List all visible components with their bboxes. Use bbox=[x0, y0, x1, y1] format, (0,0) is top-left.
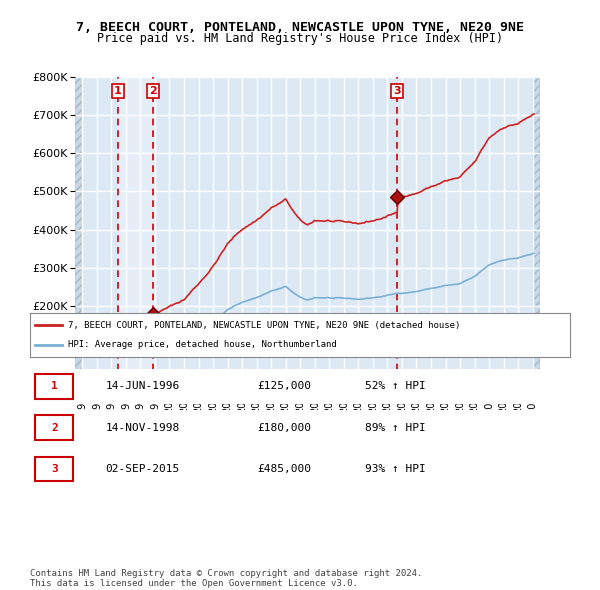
Text: 2: 2 bbox=[51, 423, 58, 432]
Text: 1: 1 bbox=[51, 382, 58, 391]
Text: Price paid vs. HM Land Registry's House Price Index (HPI): Price paid vs. HM Land Registry's House … bbox=[97, 32, 503, 45]
Text: £125,000: £125,000 bbox=[257, 382, 311, 391]
FancyBboxPatch shape bbox=[35, 415, 73, 440]
Text: 52% ↑ HPI: 52% ↑ HPI bbox=[365, 382, 425, 391]
Text: £485,000: £485,000 bbox=[257, 464, 311, 474]
Text: HPI: Average price, detached house, Northumberland: HPI: Average price, detached house, Nort… bbox=[68, 340, 337, 349]
Text: 1: 1 bbox=[114, 86, 122, 96]
Bar bbox=[533, 77, 540, 382]
Text: 14-NOV-1998: 14-NOV-1998 bbox=[106, 423, 180, 432]
Text: Contains HM Land Registry data © Crown copyright and database right 2024.: Contains HM Land Registry data © Crown c… bbox=[30, 569, 422, 578]
Text: 3: 3 bbox=[51, 464, 58, 474]
Text: 14-JUN-1996: 14-JUN-1996 bbox=[106, 382, 180, 391]
Text: £180,000: £180,000 bbox=[257, 423, 311, 432]
FancyBboxPatch shape bbox=[35, 374, 73, 399]
Text: 3: 3 bbox=[394, 86, 401, 96]
Text: 2: 2 bbox=[149, 86, 157, 96]
Text: 7, BEECH COURT, PONTELAND, NEWCASTLE UPON TYNE, NE20 9NE (detached house): 7, BEECH COURT, PONTELAND, NEWCASTLE UPO… bbox=[68, 320, 460, 330]
Bar bbox=[75, 77, 82, 382]
Text: 7, BEECH COURT, PONTELAND, NEWCASTLE UPON TYNE, NE20 9NE: 7, BEECH COURT, PONTELAND, NEWCASTLE UPO… bbox=[76, 21, 524, 34]
Text: This data is licensed under the Open Government Licence v3.0.: This data is licensed under the Open Gov… bbox=[30, 579, 358, 588]
Text: 93% ↑ HPI: 93% ↑ HPI bbox=[365, 464, 425, 474]
FancyBboxPatch shape bbox=[35, 457, 73, 481]
Text: 89% ↑ HPI: 89% ↑ HPI bbox=[365, 423, 425, 432]
Text: 02-SEP-2015: 02-SEP-2015 bbox=[106, 464, 180, 474]
Bar bbox=[118, 77, 153, 382]
